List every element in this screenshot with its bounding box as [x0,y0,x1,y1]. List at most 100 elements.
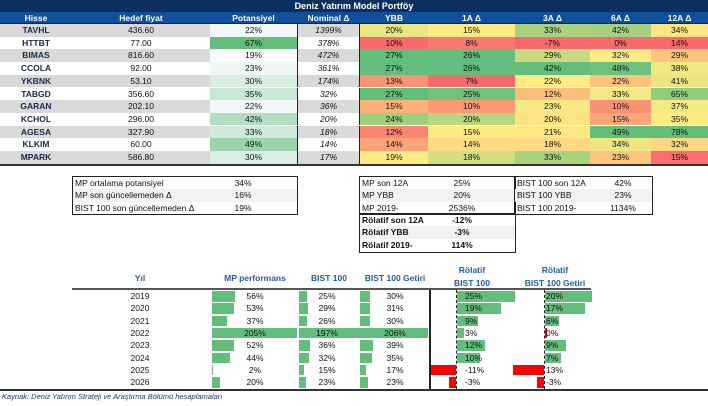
year-cell: 2022 [130,327,150,338]
bist-bar [299,352,309,363]
col-relative-bist-line1: Rölatif [458,265,486,275]
value-cell: 34% [651,24,708,37]
mp-bar [212,364,213,376]
value-cell: -7% [515,36,590,50]
getiri-value: 30% [386,315,404,326]
getiri-bar [360,291,370,302]
value-cell: 356.60 [72,87,210,101]
summary-label: MP 2019- [362,202,399,213]
year-cell: 2021 [130,315,150,326]
bist-value: 36% [318,340,336,351]
column-separator [429,290,431,389]
value-cell: 38% [651,62,708,75]
value-cell: 23% [590,151,651,164]
summary-row: MP YBB 20% [360,189,515,202]
relative-getiri-bar [545,291,592,302]
mp-value: 56% [246,291,264,301]
bist-value: 15% [318,364,336,375]
getiri-bar [360,352,372,363]
value-cell: 10% [428,100,515,113]
value-cell: 25% [428,87,515,101]
year-cell: 2024 [130,352,150,363]
relative-bar [457,303,501,314]
value-cell: 18% [515,138,590,151]
year-cell: 2023 [130,340,150,351]
table-bottom-border [0,164,708,166]
value-cell: 42% [590,24,651,37]
value-cell: 10% [590,100,651,113]
value-cell: 42% [515,62,590,75]
value-cell: 10% [360,36,428,50]
relative-getiri-bar [545,303,585,314]
value-cell: 21% [515,125,590,139]
value-cell: 18% [297,125,360,139]
year-cell: 2019 [130,291,150,301]
value-cell: 174% [297,74,360,88]
value-cell: 65% [651,87,708,101]
portfolio-title: Deniz Yatırım Model Portföy [0,0,708,12]
summary-value: 1134% [610,202,636,213]
mp-value: 205% [244,327,266,338]
relative-getiri-value: 7% [546,352,559,363]
value-cell: 48% [590,62,651,75]
ticker-cell: CCOLA [0,62,72,75]
value-cell: 26% [428,49,515,62]
bist-value: 23% [318,377,336,388]
getiri-bar [360,340,373,351]
getiri-value: 23% [386,377,404,388]
summary-value: 42% [614,178,632,188]
relative-getiri-bar [545,327,547,339]
relative-getiri-bar [513,364,544,376]
mp-value: 52% [246,340,264,351]
bist-bar [299,303,308,314]
value-cell: 24% [360,112,428,126]
value-cell: 77.00 [72,36,210,50]
value-cell: 22% [210,100,297,113]
value-cell: 22% [590,74,651,88]
ticker-cell: TAVHL [0,24,72,37]
relative-bar [457,291,515,302]
value-cell: 378% [297,36,360,50]
column-header: YBB [385,13,403,23]
column-header: 12A Δ [667,13,692,23]
col-year: Yıl [134,273,146,283]
col-bist100-getiri: BIST 100 Getiri [364,273,426,283]
table-header: Hisse Hedef fiyat Potansiyel Nominal Δ YBB 1A… [0,12,708,24]
value-cell: 19% [210,49,297,62]
ticker-cell: AGESA [0,125,72,139]
value-cell: 361% [297,62,360,75]
mp-bar [212,340,234,351]
value-cell: 29% [651,49,708,62]
relative-bar [457,315,478,327]
getiri-bar [350,327,428,339]
value-cell: 22% [210,24,297,37]
col-relative-getiri-line2: BIST 100 Getiri [524,278,586,288]
ticker-cell: MPARK [0,151,72,164]
value-cell: 0% [590,36,651,50]
relative-bar [457,327,464,339]
relative-getiri-bar [536,377,544,388]
relative-getiri-value: -3% [546,377,562,388]
summary-label: MP son güncellemeden Δ [75,190,172,201]
getiri-value: 39% [386,340,404,351]
summary-label: Rölatif 2019- [362,239,413,250]
value-cell: 14% [428,138,515,151]
getiri-value: 30% [386,291,404,301]
relative-getiri-bar [545,340,567,351]
bist-bar [299,291,307,302]
column-header: 1A Δ [461,13,482,23]
summary-row: BIST 100 2019- 1134% [515,202,652,215]
summary-label: MP YBB [362,190,394,201]
value-cell: 13% [360,74,428,88]
relative-getiri-value: 20% [546,291,564,301]
value-cell: 32% [297,87,360,101]
year-cell: 2025 [130,364,150,375]
mp-bar [212,315,228,327]
relative-value: 25% [465,291,483,301]
summary-label: Rölatif YBB [362,227,409,238]
summary-label: Rölatif son 12A [362,215,424,225]
value-cell: 30% [210,74,297,88]
relative-getiri-value: 13% [546,364,564,375]
relative-bar [457,352,480,363]
relative-bar [457,340,485,351]
